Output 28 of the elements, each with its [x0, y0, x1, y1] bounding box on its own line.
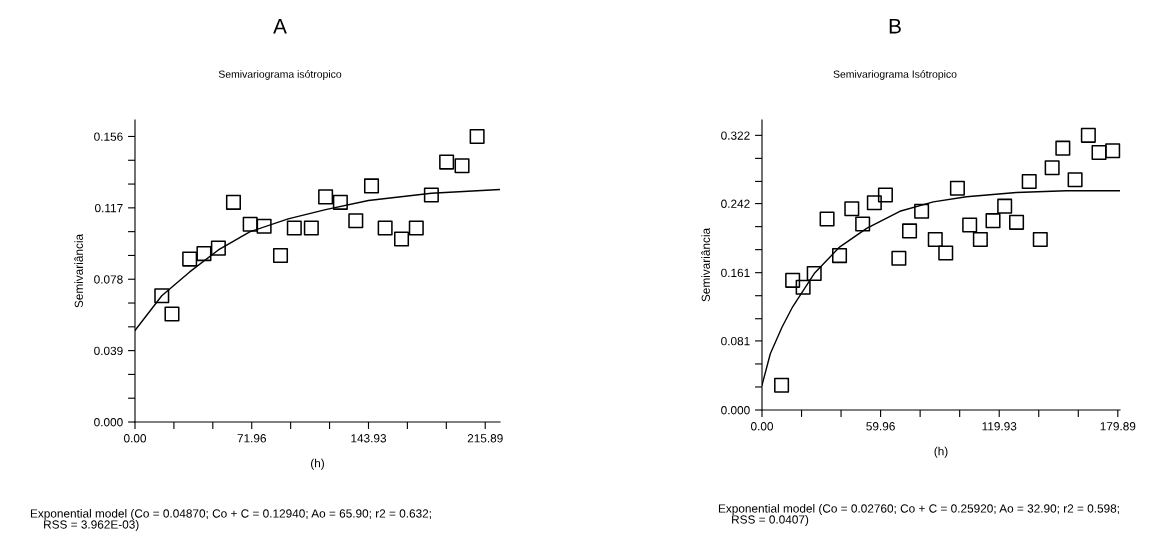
y-tick-label: 0.000 — [94, 418, 123, 427]
chart-subtitle: Semivariograma isótropico — [218, 70, 342, 80]
x-tick-label: 59.96 — [866, 422, 895, 431]
y-axis-title: Semivariância — [701, 227, 710, 302]
chart-title: B — [889, 19, 901, 34]
x-tick-label: 215.89 — [467, 434, 503, 443]
text: Exponential model (Co = 0.02760; Co + C = 0.25920; Ao = 32.90; r2 = 0.598; RSS = 0.0407) — [718, 503, 1119, 526]
text: Exponential model (Co = 0.04870; Co + C = 0.12940; Ao = 65.90; r2 = 0.632; RSS = 3.962E-03) — [30, 508, 431, 531]
x-axis-title: (h) — [311, 458, 324, 470]
x-tick-label: 0.00 — [123, 434, 147, 443]
chart-title: A — [273, 19, 287, 34]
x-axis-title: (h) — [934, 446, 948, 458]
y-tick-label: 0.039 — [94, 346, 123, 356]
y-tick-label: 0.156 — [94, 132, 123, 141]
chart-subtitle: Semivariograma Isótropico — [833, 70, 957, 80]
y-tick-label: 0.078 — [94, 275, 123, 284]
y-tick-label: 0.161 — [721, 268, 750, 278]
x-tick-label: 119.93 — [982, 422, 1017, 431]
y-axis-title: Semivariância — [74, 233, 83, 308]
y-tick-label: 0.000 — [721, 406, 750, 415]
x-tick-label: 143.93 — [351, 434, 387, 443]
y-tick-label: 0.322 — [721, 131, 750, 140]
x-tick-label: 71.96 — [237, 434, 266, 443]
x-tick-label: 0.00 — [750, 422, 774, 431]
y-tick-label: 0.117 — [94, 203, 123, 213]
y-tick-label: 0.242 — [721, 199, 750, 208]
y-tick-label: 0.081 — [721, 336, 750, 346]
x-tick-label: 179.89 — [1100, 422, 1136, 431]
